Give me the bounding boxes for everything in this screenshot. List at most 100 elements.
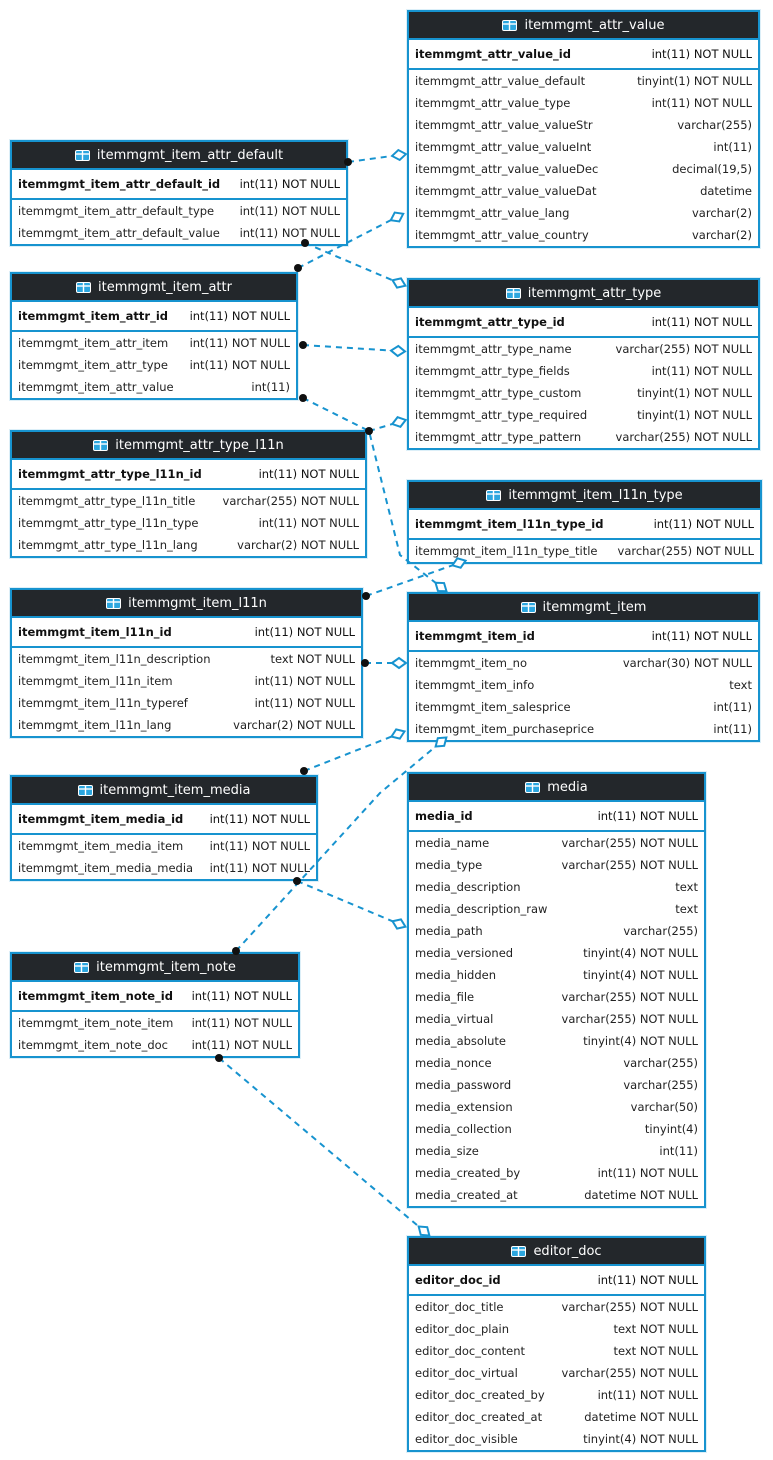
column-row[interactable]: itemmgmt_item_info text bbox=[409, 674, 758, 696]
table-header[interactable]: itemmgmt_item_l11n_type bbox=[409, 482, 760, 510]
column-row[interactable]: itemmgmt_item_note_doc int(11) NOT NULL bbox=[12, 1034, 298, 1056]
table-header[interactable]: itemmgmt_item_attr_default bbox=[12, 142, 346, 170]
column-row[interactable]: itemmgmt_attr_type_l11n_type int(11) NOT … bbox=[12, 512, 365, 534]
column-row[interactable]: editor_doc_title varchar(255) NOT NULL bbox=[409, 1296, 704, 1318]
table-editor_doc[interactable]: editor_doc editor_doc_id int(11) NOT NULL e… bbox=[407, 1236, 706, 1452]
table-itemmgmt_item_attr[interactable]: itemmgmt_item_attr itemmgmt_item_attr_id i… bbox=[10, 272, 298, 400]
column-row[interactable]: itemmgmt_item_attr_default_type int(11) N… bbox=[12, 200, 346, 222]
pk-row[interactable]: itemmgmt_item_note_id int(11) NOT NULL bbox=[12, 982, 298, 1012]
column-row[interactable]: itemmgmt_item_attr_item int(11) NOT NULL bbox=[12, 332, 296, 354]
pk-row[interactable]: editor_doc_id int(11) NOT NULL bbox=[409, 1266, 704, 1296]
pk-row[interactable]: itemmgmt_item_l11n_type_id int(11) NOT NU… bbox=[409, 510, 760, 540]
column-row[interactable]: media_type varchar(255) NOT NULL bbox=[409, 854, 704, 876]
column-row[interactable]: itemmgmt_attr_value_type int(11) NOT NULL bbox=[409, 92, 758, 114]
table-itemmgmt_attr_value[interactable]: itemmgmt_attr_value itemmgmt_attr_value_i… bbox=[407, 10, 760, 248]
column-row[interactable]: itemmgmt_attr_type_custom tinyint(1) NOT … bbox=[409, 382, 758, 404]
table-header[interactable]: itemmgmt_item_l11n bbox=[12, 590, 361, 618]
relation-itemmgmt_item_media-to-media[interactable] bbox=[293, 877, 408, 931]
column-row[interactable]: editor_doc_plain text NOT NULL bbox=[409, 1318, 704, 1340]
pk-row[interactable]: media_id int(11) NOT NULL bbox=[409, 802, 704, 832]
column-row[interactable]: itemmgmt_attr_value_country varchar(2) bbox=[409, 224, 758, 246]
table-media[interactable]: media media_id int(11) NOT NULL media_name v… bbox=[407, 772, 706, 1208]
table-header[interactable]: itemmgmt_attr_type bbox=[409, 280, 758, 308]
column-row[interactable]: itemmgmt_attr_value_lang varchar(2) bbox=[409, 202, 758, 224]
column-row[interactable]: editor_doc_created_by int(11) NOT NULL bbox=[409, 1384, 704, 1406]
column-row[interactable]: itemmgmt_attr_value_valueInt int(11) bbox=[409, 136, 758, 158]
column-row[interactable]: editor_doc_virtual varchar(255) NOT NULL bbox=[409, 1362, 704, 1384]
table-header[interactable]: itemmgmt_item_attr bbox=[12, 274, 296, 302]
column-row[interactable]: itemmgmt_item_l11n_typeref int(11) NOT NU… bbox=[12, 692, 361, 714]
column-row[interactable]: media_versioned tinyint(4) NOT NULL bbox=[409, 942, 704, 964]
table-itemmgmt_attr_type_l11n[interactable]: itemmgmt_attr_type_l11n itemmgmt_attr_typ… bbox=[10, 430, 367, 558]
relation-itemmgmt_item_attr-to-itemmgmt_attr_type[interactable] bbox=[299, 341, 407, 358]
table-header[interactable]: itemmgmt_attr_value bbox=[409, 12, 758, 40]
table-header[interactable]: itemmgmt_item bbox=[409, 594, 758, 622]
relation-itemmgmt_item_attr_default-to-itemmgmt_attr_value[interactable] bbox=[344, 148, 408, 166]
column-row[interactable]: itemmgmt_item_l11n_lang varchar(2) NOT NU… bbox=[12, 714, 361, 736]
table-itemmgmt_item_l11n_type[interactable]: itemmgmt_item_l11n_type itemmgmt_item_l11… bbox=[407, 480, 762, 564]
table-itemmgmt_item_media[interactable]: itemmgmt_item_media itemmgmt_item_media_i… bbox=[10, 775, 318, 881]
column-row[interactable]: itemmgmt_item_l11n_item int(11) NOT NULL bbox=[12, 670, 361, 692]
table-header[interactable]: itemmgmt_item_note bbox=[12, 954, 298, 982]
column-row[interactable]: editor_doc_created_at datetime NOT NULL bbox=[409, 1406, 704, 1428]
column-row[interactable]: itemmgmt_item_attr_type int(11) NOT NULL bbox=[12, 354, 296, 376]
table-itemmgmt_item_attr_default[interactable]: itemmgmt_item_attr_default itemmgmt_item_… bbox=[10, 140, 348, 246]
column-row[interactable]: itemmgmt_item_note_item int(11) NOT NULL bbox=[12, 1012, 298, 1034]
pk-row[interactable]: itemmgmt_item_l11n_id int(11) NOT NULL bbox=[12, 618, 361, 648]
column-row[interactable]: media_name varchar(255) NOT NULL bbox=[409, 832, 704, 854]
column-row[interactable]: media_file varchar(255) NOT NULL bbox=[409, 986, 704, 1008]
column-row[interactable]: media_collection tinyint(4) bbox=[409, 1118, 704, 1140]
column-row[interactable]: media_virtual varchar(255) NOT NULL bbox=[409, 1008, 704, 1030]
table-header[interactable]: editor_doc bbox=[409, 1238, 704, 1266]
column-row[interactable]: itemmgmt_attr_type_required tinyint(1) NO… bbox=[409, 404, 758, 426]
column-row[interactable]: itemmgmt_attr_value_default tinyint(1) NO… bbox=[409, 70, 758, 92]
column-row[interactable]: media_password varchar(255) bbox=[409, 1074, 704, 1096]
relation-itemmgmt_item_note-to-editor_doc[interactable] bbox=[215, 1054, 433, 1239]
relation-itemmgmt_item_attr_default-to-itemmgmt_attr_type[interactable] bbox=[301, 239, 408, 290]
column-row[interactable]: itemmgmt_item_media_media int(11) NOT NUL… bbox=[12, 857, 316, 879]
column-row[interactable]: itemmgmt_item_attr_value int(11) bbox=[12, 376, 296, 398]
column-row[interactable]: media_description_raw text bbox=[409, 898, 704, 920]
table-itemmgmt_item[interactable]: itemmgmt_item itemmgmt_item_id int(11) NOT… bbox=[407, 592, 760, 742]
pk-row[interactable]: itemmgmt_item_attr_id int(11) NOT NULL bbox=[12, 302, 296, 332]
pk-row[interactable]: itemmgmt_attr_type_l11n_id int(11) NOT NU… bbox=[12, 460, 365, 490]
pk-row[interactable]: itemmgmt_item_id int(11) NOT NULL bbox=[409, 622, 758, 652]
table-itemmgmt_item_l11n[interactable]: itemmgmt_item_l11n itemmgmt_item_l11n_id i… bbox=[10, 588, 363, 738]
column-row[interactable]: media_extension varchar(50) bbox=[409, 1096, 704, 1118]
pk-row[interactable]: itemmgmt_item_attr_default_id int(11) NOT… bbox=[12, 170, 346, 200]
column-row[interactable]: itemmgmt_attr_value_valueStr varchar(255) bbox=[409, 114, 758, 136]
column-row[interactable]: media_created_by int(11) NOT NULL bbox=[409, 1162, 704, 1184]
column-row[interactable]: itemmgmt_item_l11n_description text NOT N… bbox=[12, 648, 361, 670]
column-row[interactable]: itemmgmt_item_l11n_type_title varchar(255… bbox=[409, 540, 760, 562]
table-header[interactable]: itemmgmt_item_media bbox=[12, 777, 316, 805]
pk-row[interactable]: itemmgmt_attr_type_id int(11) NOT NULL bbox=[409, 308, 758, 338]
column-row[interactable]: media_size int(11) bbox=[409, 1140, 704, 1162]
column-row[interactable]: itemmgmt_attr_type_fields int(11) NOT NUL… bbox=[409, 360, 758, 382]
column-row[interactable]: itemmgmt_attr_type_pattern varchar(255) N… bbox=[409, 426, 758, 448]
table-header[interactable]: itemmgmt_attr_type_l11n bbox=[12, 432, 365, 460]
table-itemmgmt_attr_type[interactable]: itemmgmt_attr_type itemmgmt_attr_type_id i… bbox=[407, 278, 760, 450]
column-row[interactable]: media_description text bbox=[409, 876, 704, 898]
table-header[interactable]: media bbox=[409, 774, 704, 802]
column-row[interactable]: itemmgmt_attr_type_l11n_title varchar(255… bbox=[12, 490, 365, 512]
column-row[interactable]: itemmgmt_item_media_item int(11) NOT NULL bbox=[12, 835, 316, 857]
relation-itemmgmt_item_l11n-to-itemmgmt_item[interactable] bbox=[361, 656, 408, 670]
column-row[interactable]: itemmgmt_item_attr_default_value int(11) … bbox=[12, 222, 346, 244]
column-row[interactable]: media_nonce varchar(255) bbox=[409, 1052, 704, 1074]
column-row[interactable]: itemmgmt_attr_value_valueDat datetime bbox=[409, 180, 758, 202]
column-row[interactable]: media_hidden tinyint(4) NOT NULL bbox=[409, 964, 704, 986]
column-row[interactable]: itemmgmt_attr_type_name varchar(255) NOT … bbox=[409, 338, 758, 360]
column-row[interactable]: itemmgmt_attr_value_valueDec decimal(19,5… bbox=[409, 158, 758, 180]
column-row[interactable]: media_absolute tinyint(4) NOT NULL bbox=[409, 1030, 704, 1052]
column-row[interactable]: itemmgmt_attr_type_l11n_lang varchar(2) N… bbox=[12, 534, 365, 556]
column-row[interactable]: itemmgmt_item_no varchar(30) NOT NULL bbox=[409, 652, 758, 674]
pk-row[interactable]: itemmgmt_item_media_id int(11) NOT NULL bbox=[12, 805, 316, 835]
pk-row[interactable]: itemmgmt_attr_value_id int(11) NOT NULL bbox=[409, 40, 758, 70]
column-row[interactable]: editor_doc_content text NOT NULL bbox=[409, 1340, 704, 1362]
table-itemmgmt_item_note[interactable]: itemmgmt_item_note itemmgmt_item_note_id i… bbox=[10, 952, 300, 1058]
relation-itemmgmt_attr_type_l11n-to-itemmgmt_attr_type[interactable] bbox=[365, 415, 408, 435]
column-row[interactable]: editor_doc_visible tinyint(4) NOT NULL bbox=[409, 1428, 704, 1450]
column-row[interactable]: media_path varchar(255) bbox=[409, 920, 704, 942]
column-row[interactable]: itemmgmt_item_salesprice int(11) bbox=[409, 696, 758, 718]
